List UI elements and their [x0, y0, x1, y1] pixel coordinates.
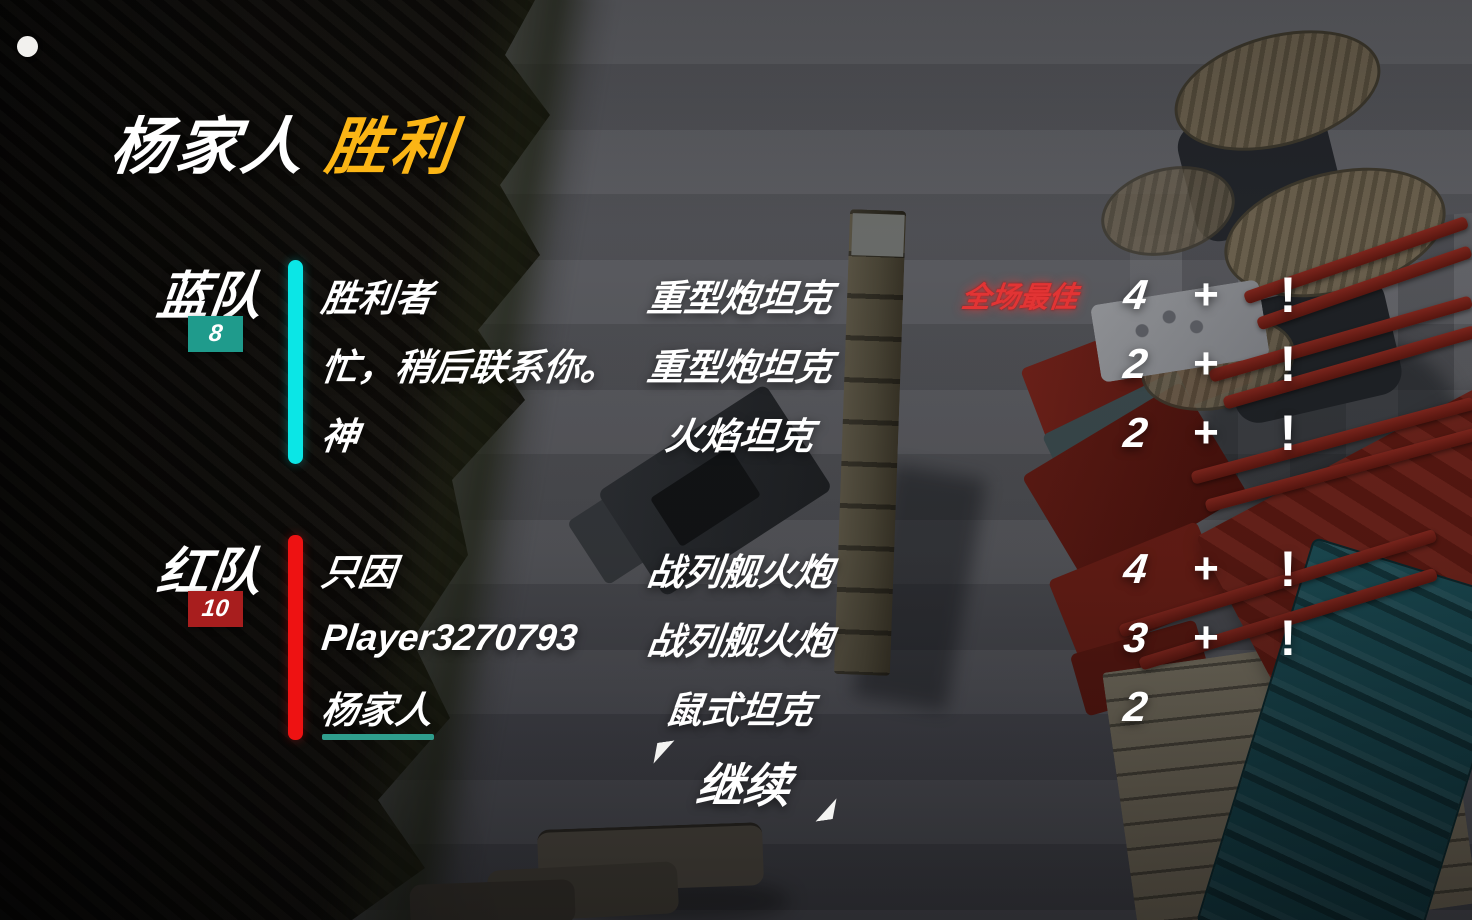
report-icon[interactable]: !	[1279, 540, 1297, 597]
add-friend-icon[interactable]: +	[1193, 612, 1219, 662]
player-name: 胜利者	[319, 277, 436, 319]
score-value: 2	[1121, 339, 1151, 387]
player-row: 忙，稍后联系你。 重型炮坦克 2 + !	[319, 329, 1318, 398]
report-icon[interactable]: !	[1279, 609, 1297, 666]
player-row: Player3270793 战列舰火炮 3 + !	[319, 603, 1318, 672]
report-icon[interactable]: !	[1279, 404, 1297, 461]
add-friend-icon[interactable]: +	[1193, 543, 1219, 593]
blue-team-bar	[288, 260, 303, 464]
report-icon[interactable]: !	[1279, 266, 1297, 323]
vehicle-name: 战列舰火炮	[644, 620, 835, 662]
score-value: 2	[1121, 408, 1151, 456]
vehicle-name: 鼠式坦克	[663, 689, 817, 731]
player-row: 只因 战列舰火炮 4 + !	[319, 534, 1318, 603]
player-name: 杨家人	[319, 689, 436, 731]
report-icon[interactable]: !	[1279, 335, 1297, 392]
add-friend-icon[interactable]: +	[1193, 269, 1219, 319]
prop-wood-beam-cap	[851, 213, 905, 257]
red-team-rows: 只因 战列舰火炮 4 + ! Player3270793 战列舰火炮 3 + !…	[319, 534, 1318, 741]
continue-button-label: 继续	[693, 758, 794, 812]
score-value: 3	[1121, 613, 1151, 661]
player-row: 神 火焰坦克 2 + !	[319, 398, 1318, 467]
cursor-dot	[17, 36, 38, 57]
blue-team-score-badge: 8	[188, 316, 243, 352]
vehicle-name: 火焰坦克	[663, 415, 817, 457]
blue-team-rows: 胜利者 重型炮坦克 全场最佳 4 + ! 忙，稍后联系你。 重型炮坦克 2 + …	[319, 260, 1318, 467]
vehicle-name: 战列舰火炮	[644, 551, 835, 593]
corner-mark-bottom-right-icon	[813, 798, 840, 821]
score-value: 4	[1121, 544, 1151, 592]
player-row: 胜利者 重型炮坦克 全场最佳 4 + !	[319, 260, 1318, 329]
continue-button[interactable]: 继续	[636, 738, 852, 824]
score-value: 4	[1121, 270, 1151, 318]
corner-mark-top-left-icon	[651, 740, 678, 763]
player-row-local: 杨家人 鼠式坦克 2	[319, 672, 1318, 741]
player-name: Player3270793	[319, 616, 580, 658]
vehicle-name: 重型炮坦克	[644, 277, 835, 319]
player-name: 只因	[319, 551, 399, 593]
red-team-score-badge: 10	[188, 591, 243, 627]
add-friend-icon[interactable]: +	[1193, 407, 1219, 457]
victory-label: 胜利	[322, 113, 461, 182]
winner-team-name: 杨家人	[106, 113, 311, 182]
add-friend-icon[interactable]: +	[1193, 338, 1219, 388]
player-name: 忙，稍后联系你。	[319, 346, 621, 388]
mvp-badge: 全场最佳	[959, 281, 1080, 314]
victory-title: 杨家人 胜利	[107, 96, 461, 186]
local-player-underline	[322, 734, 434, 740]
prop-stone-step	[409, 879, 576, 920]
score-value: 2	[1121, 682, 1151, 730]
player-name: 神	[319, 415, 362, 457]
red-team-bar	[288, 535, 303, 740]
vehicle-name: 重型炮坦克	[644, 346, 835, 388]
